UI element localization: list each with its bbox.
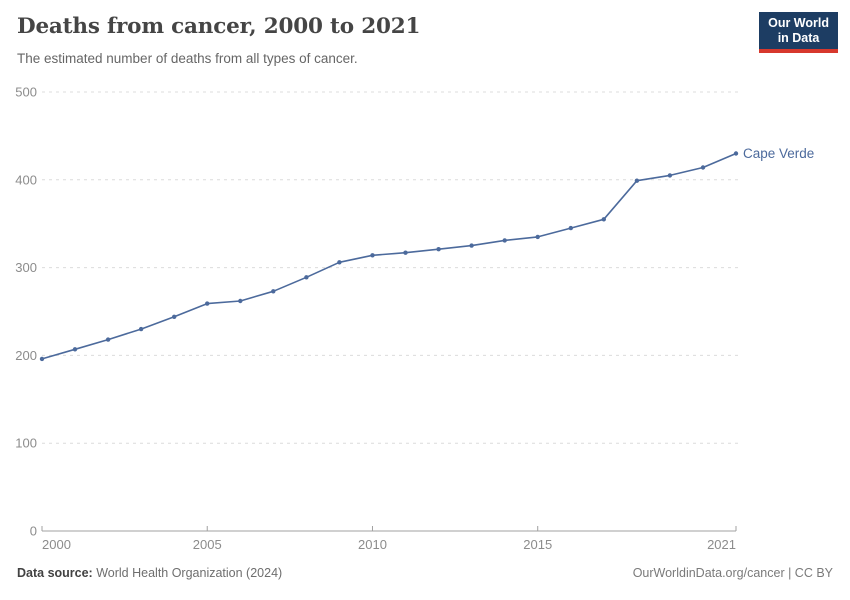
data-point-2011[interactable] xyxy=(403,250,408,255)
y-tick-label-100: 100 xyxy=(15,436,37,451)
data-point-2010[interactable] xyxy=(370,253,375,258)
data-point-2016[interactable] xyxy=(568,225,573,231)
x-tick-label-2000: 2000 xyxy=(42,537,71,552)
data-point-2013[interactable] xyxy=(469,243,474,248)
data-point-2021[interactable] xyxy=(733,151,739,156)
data-point-2018[interactable] xyxy=(634,178,640,183)
data-point-2009[interactable] xyxy=(337,260,342,265)
data-point-2015[interactable] xyxy=(535,234,540,240)
x-tick-label-2021: 2021 xyxy=(707,537,736,552)
y-tick-label-400: 400 xyxy=(15,172,37,187)
x-tick-label-2010: 2010 xyxy=(358,537,387,552)
y-tick-label-200: 200 xyxy=(15,348,37,363)
series-line-cape-verde[interactable] xyxy=(41,152,737,360)
data-point-2000[interactable] xyxy=(39,356,45,362)
data-point-2004[interactable] xyxy=(172,314,177,319)
y-tick-label-500: 500 xyxy=(15,85,37,100)
owid-link[interactable]: OurWorldinData.org/cancer | CC BY xyxy=(632,566,833,580)
data-source: Data source: World Health Organization (… xyxy=(17,566,282,580)
owid-logo-line1: Our World xyxy=(768,16,829,30)
data-point-2003[interactable] xyxy=(138,326,144,332)
owid-logo-line2: in Data xyxy=(777,31,820,45)
chart-footer: Data source: World Health Organization (… xyxy=(17,566,833,580)
owid-logo[interactable]: Our World in Data xyxy=(759,12,838,53)
y-tick-label-0: 0 xyxy=(30,524,37,539)
data-point-2006[interactable] xyxy=(238,298,243,304)
data-point-2012[interactable] xyxy=(436,247,441,252)
y-tick-label-300: 300 xyxy=(15,260,37,275)
data-point-2017[interactable] xyxy=(601,217,606,222)
data-point-2001[interactable] xyxy=(72,347,78,352)
series-label-cape-verde[interactable]: Cape Verde xyxy=(743,146,814,161)
data-source-label: Data source: xyxy=(17,566,93,580)
data-point-2005[interactable] xyxy=(205,301,210,306)
data-point-2020[interactable] xyxy=(700,165,706,170)
page-title: Deaths from cancer, 2000 to 2021 xyxy=(17,14,421,39)
data-point-2019[interactable] xyxy=(667,173,673,178)
data-point-2007[interactable] xyxy=(271,289,276,294)
data-source-value: World Health Organization (2024) xyxy=(96,566,283,580)
data-point-2002[interactable] xyxy=(105,337,111,342)
x-tick-label-2005: 2005 xyxy=(193,537,222,552)
page-subtitle: The estimated number of deaths from all … xyxy=(17,51,358,66)
data-point-2014[interactable] xyxy=(502,238,507,243)
x-tick-label-2015: 2015 xyxy=(523,537,552,552)
data-point-2008[interactable] xyxy=(304,275,309,280)
